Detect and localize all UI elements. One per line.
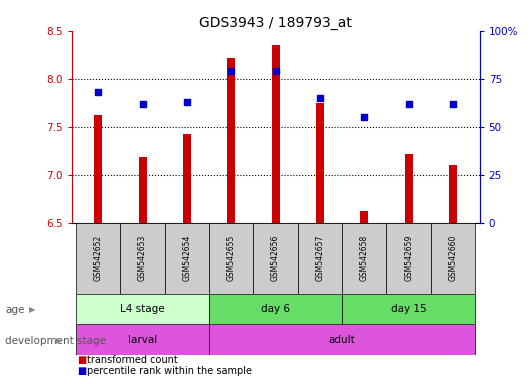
Bar	[342, 294, 475, 324]
Text: ■: ■	[77, 366, 86, 376]
Bar	[342, 223, 386, 294]
Point	[227, 68, 235, 74]
Text: age: age	[5, 305, 25, 315]
Point	[449, 101, 457, 107]
Text: transformed count: transformed count	[87, 355, 178, 365]
Text: ■: ■	[77, 355, 86, 365]
Bar	[253, 223, 298, 294]
Point	[138, 101, 147, 107]
Point	[183, 99, 191, 105]
Title: GDS3943 / 189793_at: GDS3943 / 189793_at	[199, 16, 352, 30]
Bar	[209, 223, 253, 294]
Point	[316, 95, 324, 101]
Point	[271, 68, 280, 74]
Bar	[298, 223, 342, 294]
Text: development stage: development stage	[5, 336, 107, 346]
Text: ▶: ▶	[29, 305, 36, 314]
Text: GSM542656: GSM542656	[271, 235, 280, 281]
Bar	[316, 103, 324, 223]
Text: GSM542660: GSM542660	[448, 235, 457, 281]
Text: GSM542652: GSM542652	[94, 235, 103, 281]
Text: L4 stage: L4 stage	[120, 304, 165, 314]
Bar	[76, 324, 209, 355]
Text: GSM542655: GSM542655	[227, 235, 236, 281]
Bar	[138, 157, 146, 223]
Bar	[183, 134, 191, 223]
Text: day 15: day 15	[391, 304, 427, 314]
Text: day 6: day 6	[261, 304, 290, 314]
Bar	[431, 223, 475, 294]
Text: GSM542657: GSM542657	[315, 235, 324, 281]
Text: GSM542653: GSM542653	[138, 235, 147, 281]
Text: larval: larval	[128, 335, 157, 345]
Text: adult: adult	[329, 335, 356, 345]
Bar	[76, 294, 209, 324]
Bar	[227, 58, 235, 223]
Bar	[76, 223, 120, 294]
Bar	[120, 223, 165, 294]
Bar	[449, 165, 457, 223]
Bar	[405, 154, 413, 223]
Bar	[209, 294, 342, 324]
Bar	[360, 211, 368, 223]
Bar	[94, 115, 102, 223]
Text: GSM542658: GSM542658	[360, 235, 369, 281]
Bar	[271, 45, 280, 223]
Text: ▶: ▶	[56, 336, 62, 345]
Bar	[209, 324, 475, 355]
Bar	[386, 223, 431, 294]
Text: GSM542654: GSM542654	[182, 235, 191, 281]
Text: GSM542659: GSM542659	[404, 235, 413, 281]
Point	[360, 114, 368, 120]
Bar	[165, 223, 209, 294]
Point	[94, 89, 102, 95]
Text: percentile rank within the sample: percentile rank within the sample	[87, 366, 252, 376]
Point	[404, 101, 413, 107]
